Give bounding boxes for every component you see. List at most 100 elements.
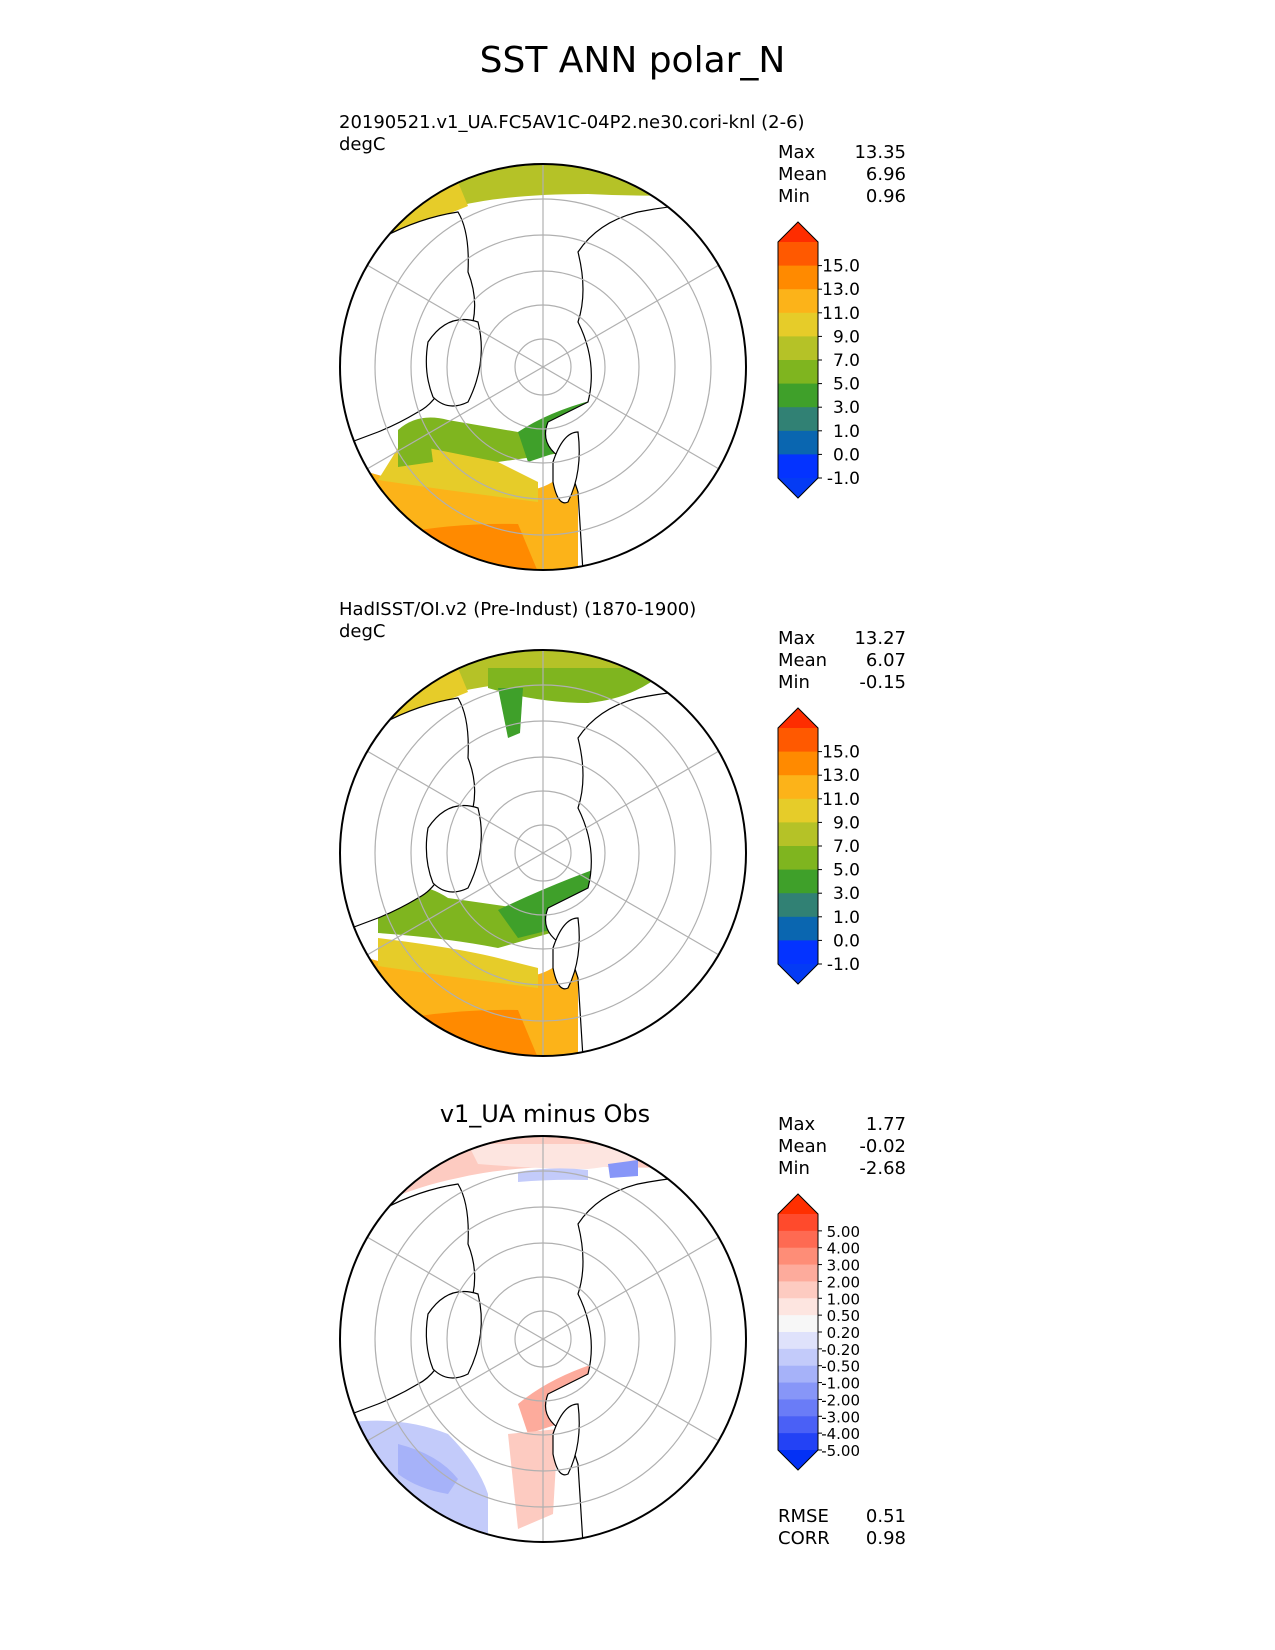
colorbar-segment	[778, 798, 818, 823]
colorbar-segment	[778, 1332, 818, 1350]
colorbar-segment	[778, 775, 818, 800]
colorbar-tick-label: 15.0	[822, 743, 860, 763]
colorbar-tick-label: 11.0	[822, 790, 860, 810]
colorbar-segment	[778, 1264, 818, 1282]
colorbar-tick-label: 0.20	[827, 1324, 860, 1342]
stat-mean: 6.96	[865, 164, 906, 185]
colorbar-tick-label: 13.0	[822, 280, 860, 300]
colorbar-segment	[778, 940, 818, 965]
panel-3-footer-stats: RMSE 0.51 CORR 0.98	[778, 1506, 906, 1549]
colorbar-segment	[778, 242, 818, 267]
colorbar-segment	[778, 265, 818, 290]
map-boundary	[339, 649, 747, 1057]
scandinavia-coastline	[552, 431, 580, 504]
colorbar-tick-label: -1.00	[821, 1375, 860, 1393]
colorbar-tick-label: 3.00	[827, 1257, 860, 1275]
panel-2-title: HadISST/OI.v2 (Pre-Indust) (1870-1900)	[339, 599, 697, 620]
colorbar-tick-label: -3.00	[821, 1408, 860, 1426]
panel-2-stats: Max 13.27 Mean 6.07 Min -0.15	[778, 628, 906, 693]
colorbar-segment	[778, 1382, 818, 1400]
panel-1-title: 20190521.v1_UA.FC5AV1C-04P2.ne30.cori-kn…	[339, 112, 805, 133]
bering-negative-region	[518, 1168, 588, 1182]
colorbar-segment	[778, 430, 818, 455]
colorbar-segment	[778, 728, 818, 753]
panel-2-colorbar: 15.0 13.0 11.0 9.0 7.0 5.0 3.0 1.0 0.0 -1.0	[777, 707, 860, 985]
greenland-coastline	[425, 318, 482, 407]
colorbar-tick-label: 5.0	[833, 861, 860, 881]
colorbar-tick-label: 1.00	[827, 1290, 860, 1308]
colorbar-segment	[778, 1399, 818, 1417]
colorbar-segment	[778, 1315, 818, 1333]
eurasia-coastline	[544, 1173, 746, 1542]
colorbar-extend-max	[778, 1194, 818, 1214]
colorbar-segment	[778, 1416, 818, 1434]
colorbar-segment	[778, 1230, 818, 1249]
stat-min: 0.96	[865, 186, 906, 207]
colorbar-segment	[778, 1365, 818, 1384]
greenland-coastline	[425, 1290, 482, 1379]
colorbar-segment	[778, 893, 818, 918]
hudson-bay-region	[398, 424, 433, 467]
colorbar-segment	[778, 1247, 818, 1266]
colorbar-tick-label: 1.0	[833, 908, 860, 928]
scandinavia-coastline	[552, 917, 580, 990]
colorbar-segment	[778, 407, 818, 432]
bering-strait-region	[498, 688, 523, 738]
norwegian-positive-region	[508, 1429, 558, 1529]
stat-max: 13.27	[854, 628, 906, 649]
atlantic-hot-region	[358, 523, 538, 570]
figure-title: SST ANN polar_N	[479, 40, 786, 81]
map-boundary	[339, 163, 747, 571]
colorbar-tick-label: 0.0	[833, 445, 860, 465]
barents-sea-region	[498, 868, 598, 938]
stat-mean: -0.02	[859, 1136, 906, 1157]
colorbar-tick-label: 9.0	[833, 813, 860, 833]
colorbar-segment	[778, 336, 818, 361]
colorbar-tick-label: 15.0	[822, 257, 860, 277]
colorbar-extend-max	[778, 222, 818, 242]
stat-corr: 0.98	[865, 1528, 906, 1549]
pacific-cool-region	[488, 668, 668, 703]
colorbar-tick-label: -4.00	[821, 1425, 860, 1443]
colorbar-segment	[778, 1348, 818, 1367]
colorbar-tick-label: 9.0	[833, 327, 860, 347]
colorbar-extend-max	[778, 708, 818, 728]
colorbar-segment	[778, 383, 818, 408]
colorbar-segment	[778, 869, 818, 894]
colorbar-tick-label: 0.50	[827, 1307, 860, 1325]
colorbar-tick-label: -0.50	[821, 1358, 860, 1376]
colorbar-tick-label: 5.0	[833, 375, 860, 395]
colorbar-segment	[778, 1433, 818, 1451]
panel-2-units: degC	[339, 621, 386, 642]
colorbar-segment	[778, 1214, 818, 1232]
panel-1-units: degC	[339, 134, 386, 155]
map-boundary	[339, 1135, 747, 1543]
panel-3-title: v1_UA minus Obs	[439, 1100, 651, 1128]
colorbar-tick-label: 3.0	[833, 398, 860, 418]
colorbar-segment	[778, 846, 818, 871]
norwegian-sea-region	[378, 938, 538, 988]
colorbar-segment	[778, 1281, 818, 1299]
colorbar-segment	[778, 454, 818, 479]
atlantic-hot-region	[358, 1009, 538, 1056]
colorbar-tick-label: 1.0	[833, 422, 860, 442]
colorbar-tick-label: 5.00	[827, 1223, 860, 1241]
panel-3-stats: Max 1.77 Mean -0.02 Min -2.68	[778, 1114, 906, 1179]
colorbar-tick-label: 0.0	[833, 931, 860, 951]
colorbar-tick-label: 7.0	[833, 351, 860, 371]
colorbar-segment	[778, 312, 818, 337]
colorbar-segment	[778, 916, 818, 941]
stat-rmse: 0.51	[865, 1506, 906, 1527]
colorbar-extend-min	[778, 1450, 818, 1470]
scandinavia-coastline	[552, 1403, 580, 1476]
stat-mean: 6.07	[865, 650, 906, 671]
colorbar-tick-label: 3.0	[833, 884, 860, 904]
colorbar-segment	[778, 360, 818, 385]
colorbar-tick-label: -5.00	[821, 1442, 860, 1460]
greenland-coastline	[425, 804, 482, 893]
okhotsk-negative-region	[608, 1160, 638, 1178]
colorbar-tick-label: 11.0	[822, 304, 860, 324]
stat-min: -0.15	[859, 672, 906, 693]
stat-min: -2.68	[859, 1158, 906, 1179]
stat-max: 13.35	[854, 142, 906, 163]
